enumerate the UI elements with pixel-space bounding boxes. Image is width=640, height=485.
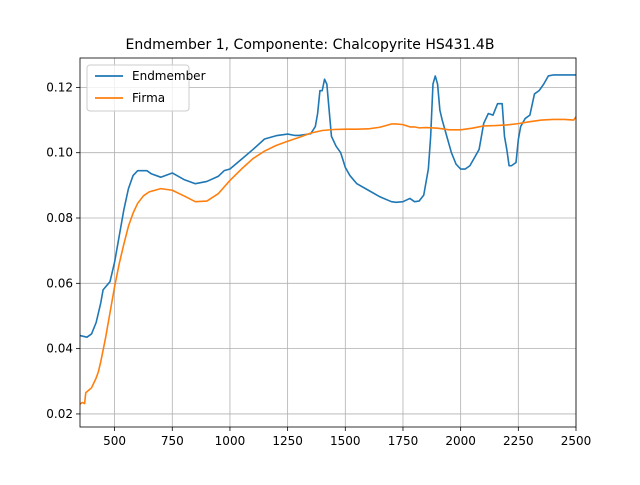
chart-title: Endmember 1, Componente: Chalcopyrite HS… [126,37,495,53]
axes-frame [79,57,577,428]
y-tick-label: 0.12 [46,80,73,94]
y-tick-label: 0.02 [46,407,73,421]
x-tick-label: 1750 [388,434,419,448]
series-line-endmember [80,74,576,339]
x-axis: 500 750 1000 1250 1500 1750 2000 2250 2500 [103,427,591,448]
y-tick-label: 0.10 [46,146,73,160]
x-tick-label: 1250 [272,434,303,448]
x-tick-label: 1500 [330,434,361,448]
x-tick-label: 2000 [445,434,476,448]
y-tick-label: 0.04 [46,342,73,356]
legend: Endmember Firma [86,64,206,112]
x-tick-label: 1000 [215,434,246,448]
plot-area [80,74,576,405]
y-axis: 0.02 0.04 0.06 0.08 0.10 0.12 [46,80,80,421]
x-tick-label: 500 [103,434,126,448]
x-tick-label: 2250 [503,434,534,448]
x-tick-label: 750 [161,434,184,448]
legend-label-firma: Firma [132,91,165,105]
y-tick-label: 0.08 [46,211,73,225]
y-tick-label: 0.06 [46,276,73,290]
series-line-firma [80,115,576,405]
legend-label-endmember: Endmember [132,69,206,83]
x-tick-label: 2500 [561,434,592,448]
